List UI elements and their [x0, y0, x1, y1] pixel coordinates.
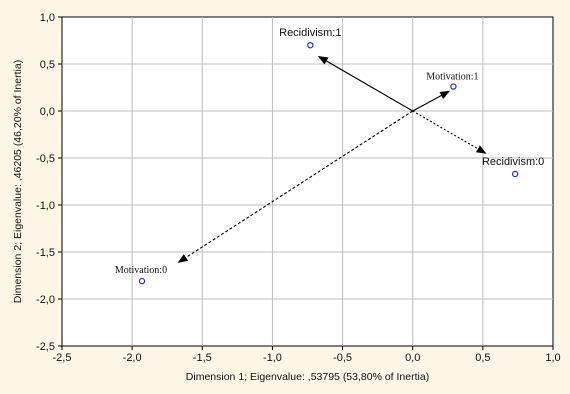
x-tick-label: -1,5: [193, 352, 212, 364]
point-label: Recidivism:1: [279, 27, 341, 39]
point-label: Recidivism:0: [482, 156, 544, 168]
y-tick-label: -0,5: [36, 153, 55, 165]
plot-area: [61, 16, 554, 347]
x-tick-label: 1,0: [545, 352, 560, 364]
y-tick-label: 1,0: [40, 12, 55, 24]
data-point: [307, 42, 314, 49]
x-tick-label: -2,5: [53, 352, 72, 364]
y-tick-label: -2,5: [36, 341, 55, 353]
arrow: [317, 55, 413, 112]
data-point: [138, 277, 146, 285]
tick-labels: -2,5 -2,0 -1,5 -1,0 -0,5 0,0 0,5 1,0 1,0 0,5 0,0 -0…: [36, 12, 561, 364]
y-tick-label: 0,5: [40, 59, 55, 71]
data-point: [511, 170, 519, 178]
point-label: Motivation:1: [426, 72, 478, 83]
points: Recidivism:1 Motivation:1 Recidivism:0 Moti…: [115, 27, 544, 285]
arrow: [177, 110, 414, 263]
y-axis-title: Dimension 2; Eigenvalue: ,46205 (46,20% …: [12, 60, 24, 303]
x-tick-label: -1,0: [263, 352, 282, 364]
x-tick-label: 0,5: [475, 352, 490, 364]
y-tick-label: -1,0: [36, 200, 55, 212]
y-tick-label: -1,5: [36, 247, 55, 259]
arrow: [412, 90, 451, 112]
y-tick-label: -2,0: [36, 294, 55, 306]
point-label: Motivation:0: [115, 265, 167, 276]
y-tick-label: 0,0: [40, 106, 55, 118]
x-axis-title: Dimension 1; Eigenvalue: ,53795 (53,80% …: [186, 371, 429, 383]
x-tick-label: 0,0: [405, 352, 420, 364]
arrows: [177, 55, 487, 263]
x-tick-label: -2,0: [123, 352, 142, 364]
x-tick-label: -0,5: [333, 352, 352, 364]
gridlines: [62, 17, 553, 346]
data-point: [450, 83, 457, 90]
